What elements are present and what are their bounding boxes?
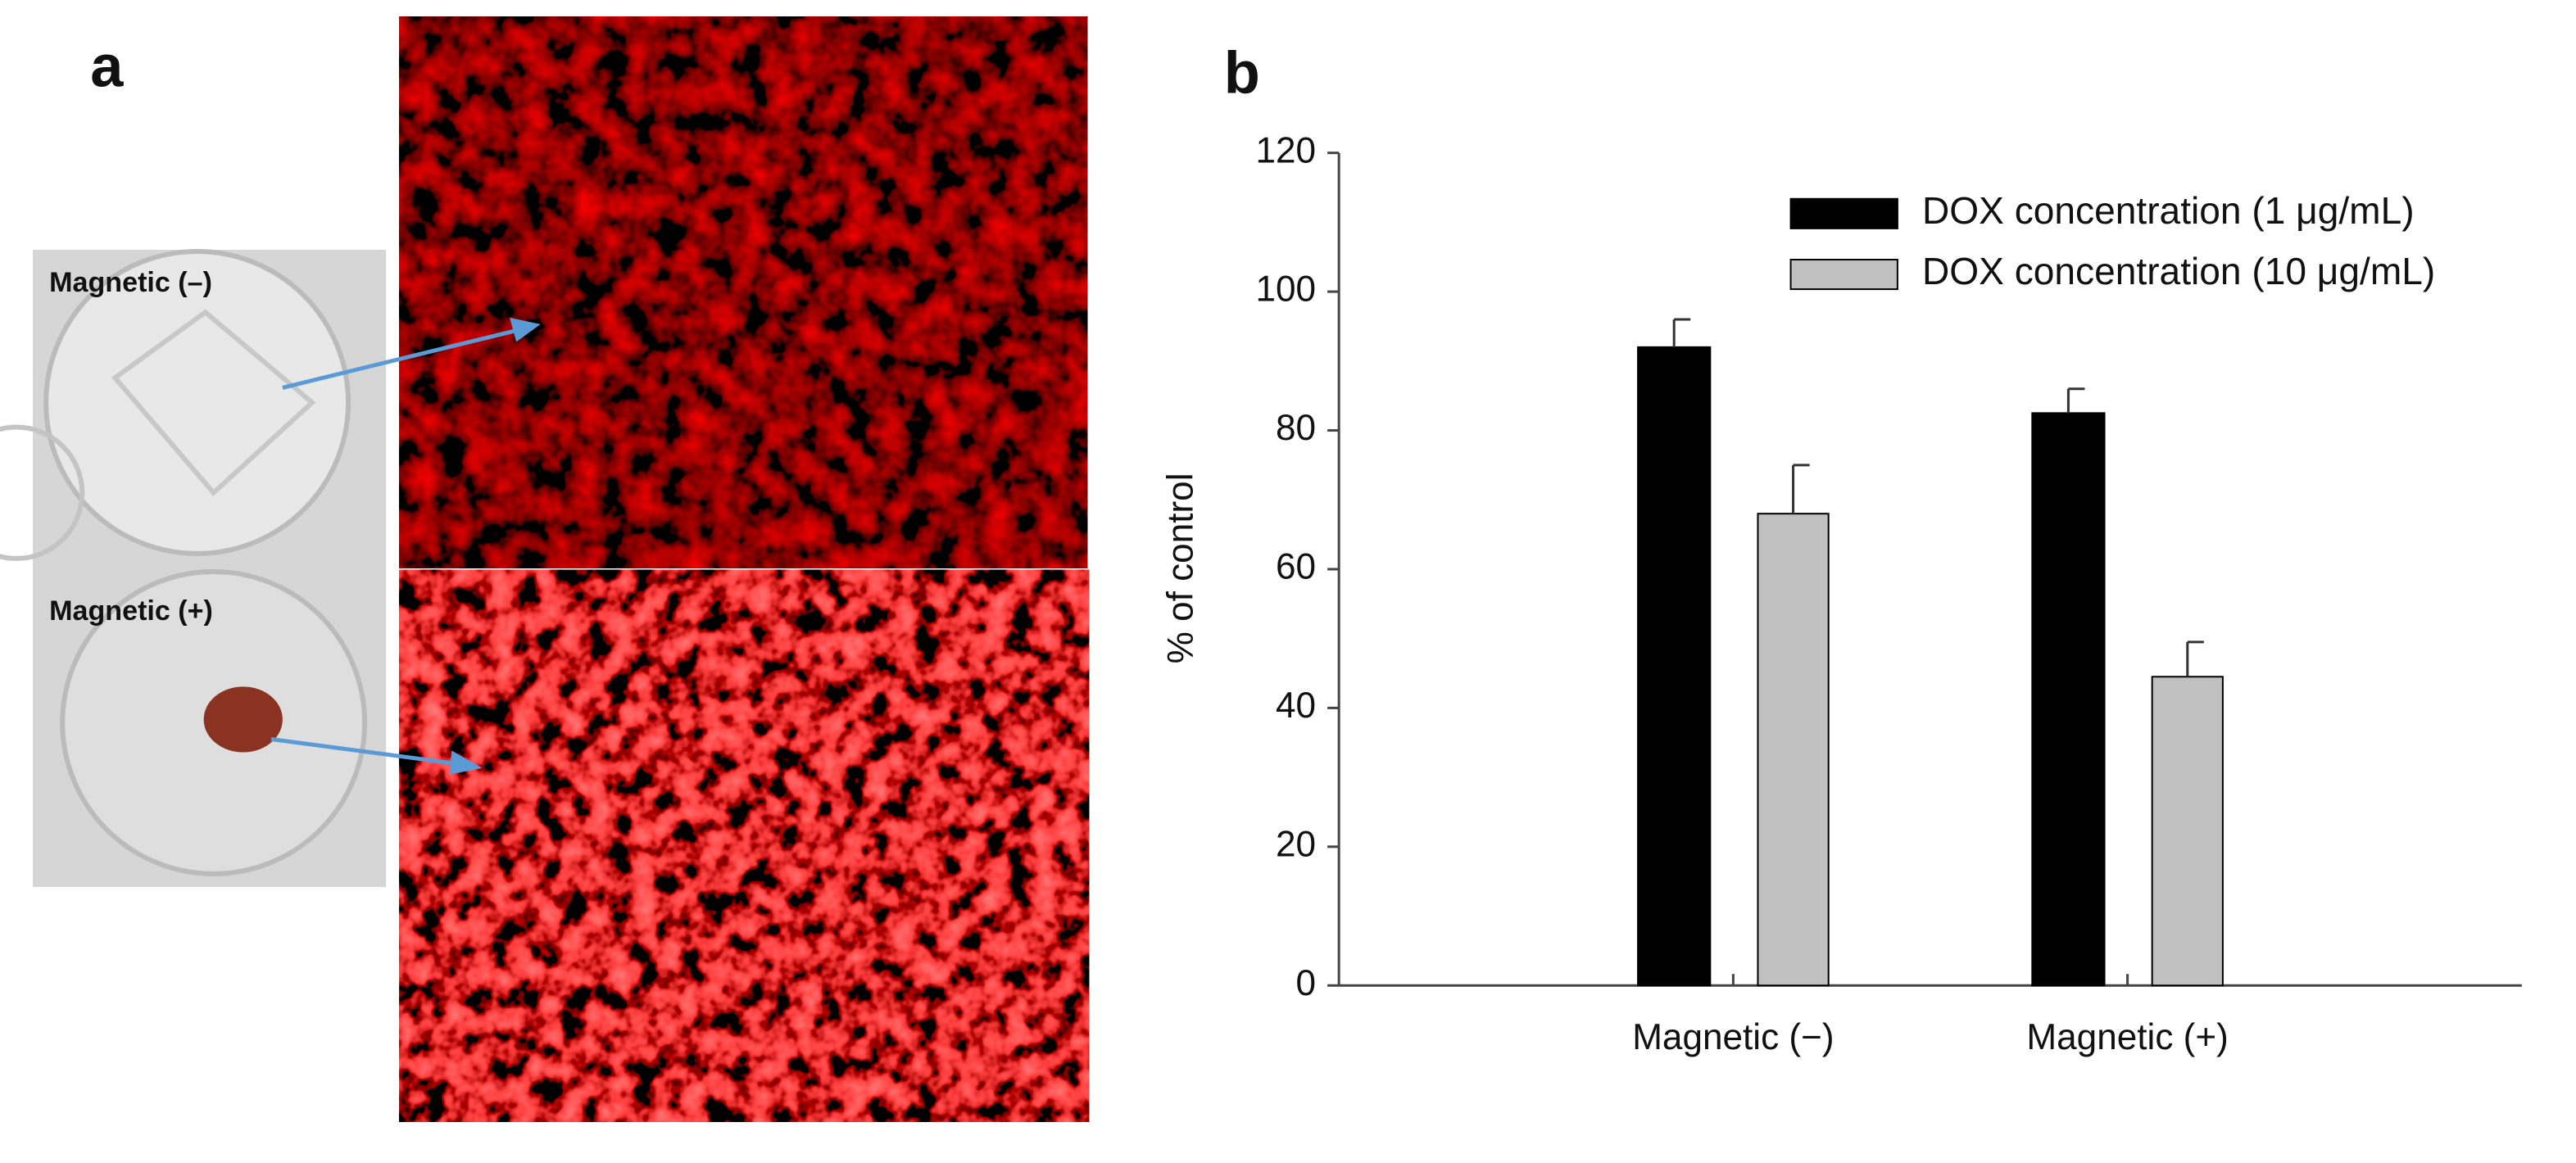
error-bar xyxy=(2186,640,2204,677)
well-photo xyxy=(0,248,387,887)
y-tick-label: 60 xyxy=(1276,547,1316,587)
error-bar xyxy=(1792,464,1810,514)
legend-swatch xyxy=(1789,258,1898,291)
fluorescence-image xyxy=(399,569,1090,1122)
bar xyxy=(1757,513,1830,987)
y-tick-label: 40 xyxy=(1276,686,1316,726)
plot: 0 20 40 60 80 100 120 Magnetic (−) Magnetic (+) D… xyxy=(1255,130,2522,1057)
y-tick-label: 0 xyxy=(1296,963,1317,1003)
error-bar xyxy=(1672,318,1691,347)
x-tick-label: Magnetic (−) xyxy=(1632,1017,1834,1057)
legend-swatch xyxy=(1789,197,1898,229)
panel-label: a xyxy=(90,34,124,99)
photo-label: Magnetic (+) xyxy=(49,595,213,627)
error-bar xyxy=(2066,387,2085,414)
bar xyxy=(1637,346,1712,987)
y-tick-label: 80 xyxy=(1276,408,1316,448)
legend-label: DOX concentration (10 μg/mL) xyxy=(1922,250,2435,292)
bar xyxy=(2031,412,2106,987)
panel-label: b xyxy=(1224,40,1260,106)
y-tick-label: 100 xyxy=(1255,269,1316,310)
y-tick-label: 120 xyxy=(1255,130,1316,170)
y-tick-label: 20 xyxy=(1276,824,1316,864)
arrows xyxy=(270,317,541,775)
bar xyxy=(2151,676,2224,987)
legend-label: DOX concentration (1 μg/mL) xyxy=(1922,189,2415,232)
x-tick-label: Magnetic (+) xyxy=(2026,1017,2228,1057)
photo-label: Magnetic (–) xyxy=(49,267,212,298)
y-axis-label: % of control xyxy=(1160,473,1200,663)
fluorescence-image xyxy=(399,16,1088,568)
